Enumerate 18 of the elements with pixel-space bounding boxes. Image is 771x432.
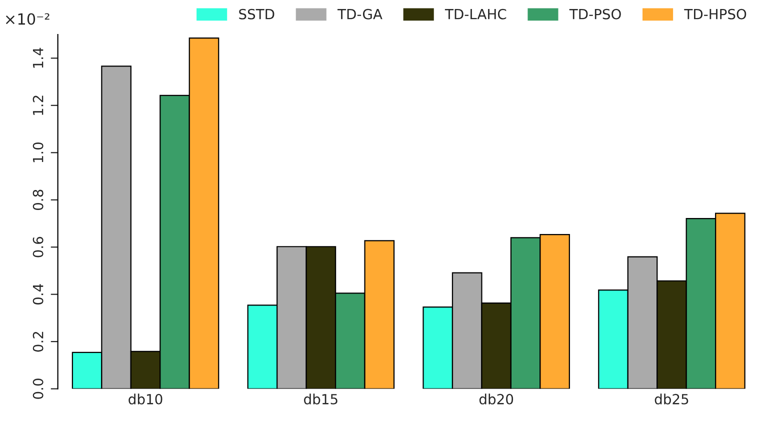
y-tick-label: 0.0 <box>32 378 44 399</box>
legend-label: TD-LAHC <box>444 8 506 20</box>
legend-label: TD-GA <box>337 8 382 20</box>
y-tick-label: 0.6 <box>32 236 44 258</box>
x-tick-label: db15 <box>304 394 338 404</box>
legend-label: TD-PSO <box>569 8 621 20</box>
y-tick-label: 0.2 <box>32 332 44 352</box>
y-tick-label: 0.8 <box>32 190 44 210</box>
legend-label: SSTD <box>239 8 274 20</box>
y-tick-label: 1.4 <box>33 48 44 68</box>
x-tick-label: db25 <box>654 394 688 404</box>
legend-label: TD-HPSO <box>684 8 746 20</box>
x-tick-label: db10 <box>128 394 162 404</box>
y-tick-label: 1.2 <box>32 96 44 115</box>
y-tick-label: 0.4 <box>32 284 44 304</box>
y-tick-label: 1.0 <box>32 142 44 162</box>
x-tick-label: db20 <box>479 394 514 404</box>
text: ×10⁻² <box>6 13 50 25</box>
